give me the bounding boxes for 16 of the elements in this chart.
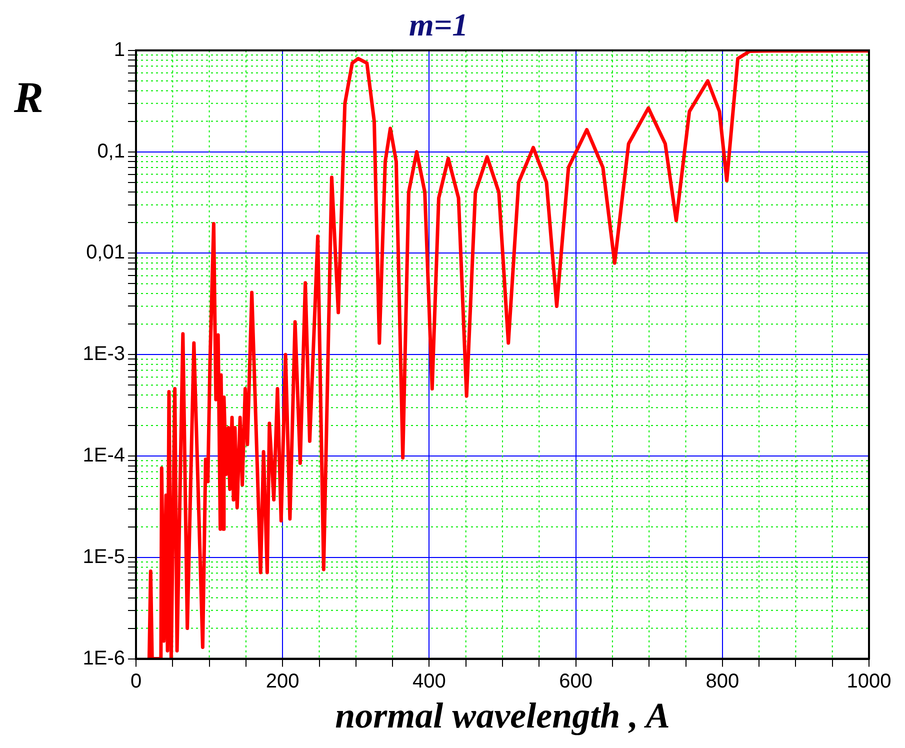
y-tick-label: 1E-5: [82, 546, 125, 568]
x-axis-title: normal wavelength , A: [335, 696, 670, 736]
y-tick-label: 0,1: [97, 140, 125, 162]
y-tick-label: 1: [114, 38, 125, 61]
x-tick-label: 200: [266, 670, 300, 692]
x-tick-label: 400: [412, 670, 446, 692]
x-tick-label: 600: [559, 670, 592, 692]
x-tick-label: 0: [130, 670, 142, 692]
y-tick-label: 1E-6: [82, 647, 125, 670]
x-tick-label: 1000: [846, 670, 892, 692]
y-tick-label: 1E-4: [82, 444, 125, 467]
x-tick-label: 800: [706, 670, 740, 692]
y-axis-title: R: [13, 72, 44, 122]
chart-title: m=1: [408, 6, 468, 42]
y-tick-label: 1E-3: [82, 343, 125, 366]
y-tick-label: 0,01: [86, 242, 125, 264]
